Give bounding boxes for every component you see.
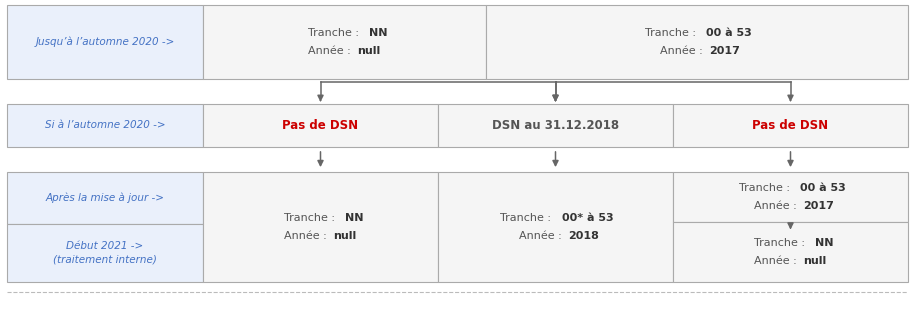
Bar (673, 104, 908, 147)
Text: Année :: Année : (754, 256, 801, 266)
Bar (438, 104, 673, 147)
Text: Si à l’automne 2020 ->: Si à l’automne 2020 -> (45, 120, 165, 130)
Text: Tranche :: Tranche : (754, 238, 808, 248)
Bar (203, 104, 438, 147)
Text: Année :: Année : (308, 46, 354, 56)
Bar (438, 172, 673, 282)
Bar (486, 5, 908, 79)
Text: Jusqu’à l’automne 2020 ->: Jusqu’à l’automne 2020 -> (36, 37, 174, 47)
Text: 2017: 2017 (802, 201, 834, 211)
Text: DSN au 31.12.2018: DSN au 31.12.2018 (492, 119, 619, 132)
Text: 00* à 53: 00* à 53 (561, 213, 613, 223)
Text: 00 à 53: 00 à 53 (800, 183, 845, 193)
Text: Tranche :: Tranche : (308, 28, 362, 38)
Text: 2017: 2017 (709, 46, 740, 56)
Text: Tranche :: Tranche : (738, 183, 793, 193)
Text: Année :: Année : (660, 46, 707, 56)
Text: Pas de DSN: Pas de DSN (282, 119, 359, 132)
Text: Année :: Année : (754, 201, 801, 211)
Text: Tranche :: Tranche : (284, 213, 338, 223)
Text: Année :: Année : (284, 231, 330, 241)
Bar (7, 104, 203, 147)
Text: NN: NN (369, 28, 388, 38)
Text: Tranche :: Tranche : (645, 28, 700, 38)
Bar (673, 172, 908, 221)
Text: Après la mise à jour ->: Après la mise à jour -> (46, 193, 164, 203)
Text: 00 à 53: 00 à 53 (706, 28, 752, 38)
Bar (673, 221, 908, 282)
Bar (7, 224, 203, 282)
Bar (203, 5, 486, 79)
Text: Tranche :: Tranche : (501, 213, 555, 223)
Bar (203, 172, 438, 282)
Text: null: null (333, 231, 356, 241)
Text: Année :: Année : (519, 231, 565, 241)
Text: Pas de DSN: Pas de DSN (753, 119, 829, 132)
Text: NN: NN (345, 213, 363, 223)
Text: (traitement interne): (traitement interne) (53, 255, 157, 265)
Bar (7, 5, 203, 79)
Text: null: null (802, 256, 826, 266)
Text: NN: NN (815, 238, 834, 248)
Bar (7, 172, 203, 224)
Text: 2018: 2018 (568, 231, 599, 241)
Text: null: null (357, 46, 380, 56)
Text: Début 2021 ->: Début 2021 -> (66, 241, 144, 251)
